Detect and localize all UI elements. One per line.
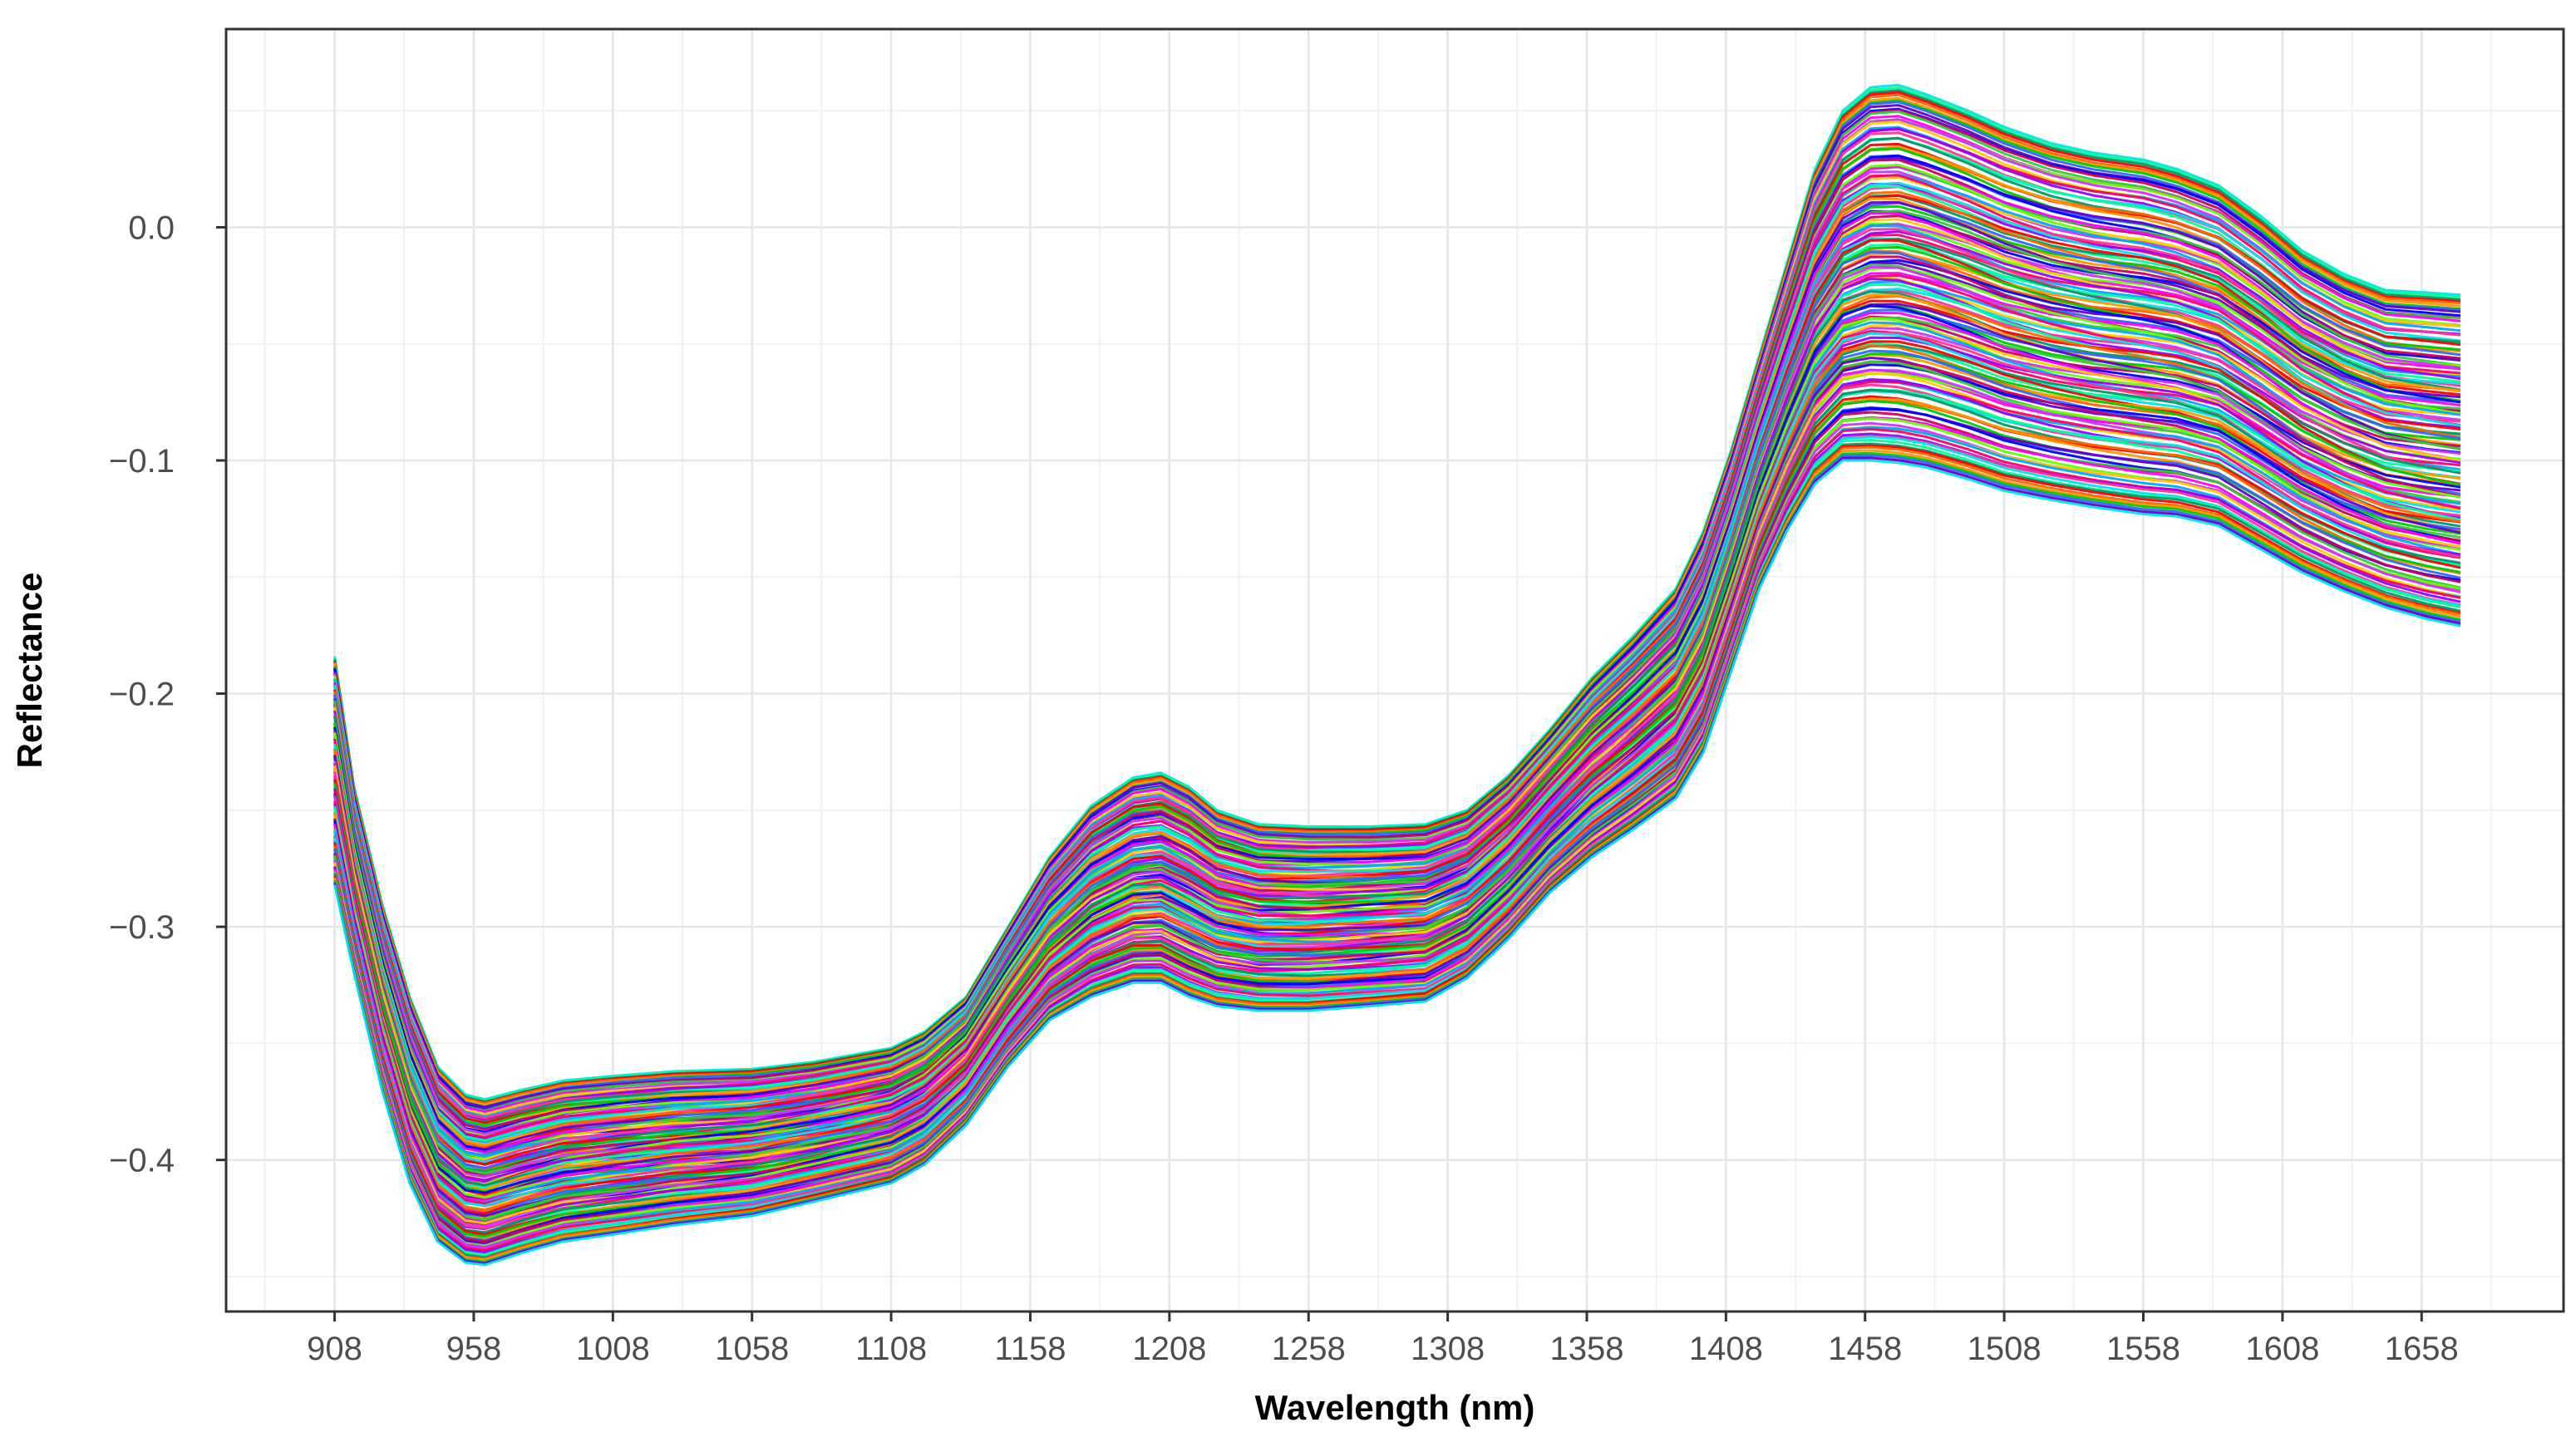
y-tick-label: −0.4 bbox=[109, 1143, 175, 1179]
x-tick-label: 1508 bbox=[1968, 1331, 2042, 1367]
x-tick-label: 1658 bbox=[2385, 1331, 2459, 1367]
spectrum-line bbox=[333, 426, 2461, 1253]
x-tick-label: 958 bbox=[446, 1331, 502, 1367]
grid-minor-lines bbox=[226, 29, 2564, 1312]
x-axis-title: Wavelength (nm) bbox=[1255, 1388, 1535, 1427]
x-tick-label: 1258 bbox=[1272, 1331, 1346, 1367]
x-tick-label: 908 bbox=[307, 1331, 362, 1367]
series-lines bbox=[333, 83, 2461, 1267]
x-tick-label: 1158 bbox=[994, 1331, 1066, 1367]
x-axis-ticks: 908 958 1008 1058 1108 1158 1208 1258 1308 1358 14… bbox=[307, 1312, 2459, 1367]
spectrum-line bbox=[333, 201, 2461, 1157]
spectrum-line bbox=[333, 185, 2461, 1149]
y-tick-label: −0.2 bbox=[109, 677, 175, 713]
y-axis-ticks: 0.0 −0.1 −0.2 −0.3 −0.4 bbox=[109, 209, 226, 1179]
x-tick-label: 1558 bbox=[2106, 1331, 2180, 1367]
y-axis-title: Reflectance bbox=[10, 573, 49, 769]
x-tick-label: 1308 bbox=[1411, 1331, 1485, 1367]
spectrum-line bbox=[333, 294, 2461, 1198]
spectrum-line bbox=[333, 251, 2461, 1179]
spectrum-line bbox=[333, 363, 2461, 1225]
spectrum-line bbox=[333, 407, 2461, 1246]
x-tick-label: 1608 bbox=[2245, 1331, 2319, 1367]
spectrum-line bbox=[333, 459, 2461, 1267]
x-tick-label: 1208 bbox=[1132, 1331, 1206, 1367]
y-tick-label: 0.0 bbox=[128, 209, 175, 246]
x-tick-label: 1458 bbox=[1828, 1331, 1902, 1367]
y-tick-label: −0.1 bbox=[109, 443, 175, 480]
x-tick-label: 1108 bbox=[855, 1331, 927, 1367]
y-tick-label: −0.3 bbox=[109, 909, 175, 946]
spectrum-line bbox=[333, 323, 2461, 1211]
x-tick-label: 1408 bbox=[1689, 1331, 1763, 1367]
x-tick-label: 1058 bbox=[715, 1331, 789, 1367]
spectrum-line bbox=[333, 230, 2461, 1170]
x-tick-label: 1358 bbox=[1549, 1331, 1623, 1367]
plot-border bbox=[224, 27, 2565, 1313]
x-tick-label: 1008 bbox=[576, 1331, 650, 1367]
spectrum-line bbox=[333, 165, 2461, 1140]
spectrum-line bbox=[333, 380, 2461, 1234]
spectrum-line bbox=[333, 352, 2461, 1223]
